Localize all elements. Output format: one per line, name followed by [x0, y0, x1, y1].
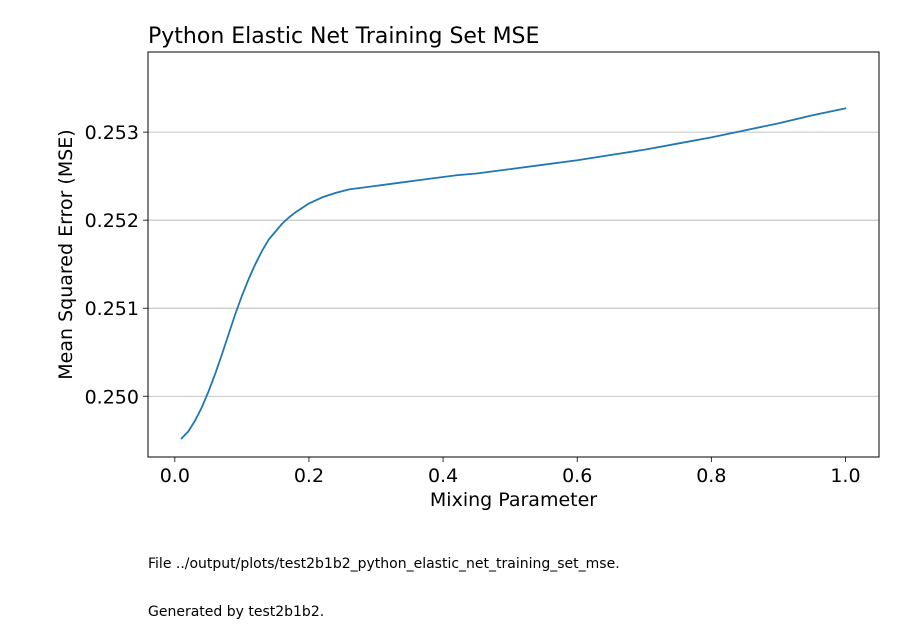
x-axis-ticks: 0.0 0.2 0.4 0.6 0.8 1.0 [160, 457, 861, 487]
footer-file-line: File ../output/plots/test2b1b2_python_el… [148, 556, 620, 572]
footer-generated-line: Generated by test2b1b2. [148, 604, 325, 620]
plot-area-frame [147, 51, 880, 458]
series-layer [180, 107, 847, 440]
y-tick-label: 0.251 [85, 298, 139, 320]
y-tick-label: 0.252 [85, 210, 139, 232]
x-tick-label: 0.6 [562, 465, 592, 487]
x-axis-label: Mixing Parameter [430, 489, 597, 511]
y-axis-ticks: 0.250 0.251 0.252 0.253 [85, 122, 148, 408]
x-tick-label: 0.4 [428, 465, 458, 487]
y-tick-label: 0.253 [85, 122, 139, 144]
chart-title: Python Elastic Net Training Set MSE [148, 24, 539, 49]
x-tick-label: 0.0 [160, 465, 190, 487]
y-axis-label: Mean Squared Error (MSE) [55, 129, 77, 379]
x-tick-label: 0.8 [696, 465, 726, 487]
footer-note: File ../output/plots/test2b1b2_python_el… [148, 524, 620, 636]
y-tick-label: 0.250 [85, 386, 139, 408]
mse-series-line [180, 107, 847, 440]
gridlines [148, 131, 879, 397]
line-chart: 0.0 0.2 0.4 0.6 0.8 1.0 0.2500.2510.2520.253 … [55, 24, 880, 511]
x-tick-label: 0.2 [294, 465, 324, 487]
x-tick-label: 1.0 [830, 465, 860, 487]
